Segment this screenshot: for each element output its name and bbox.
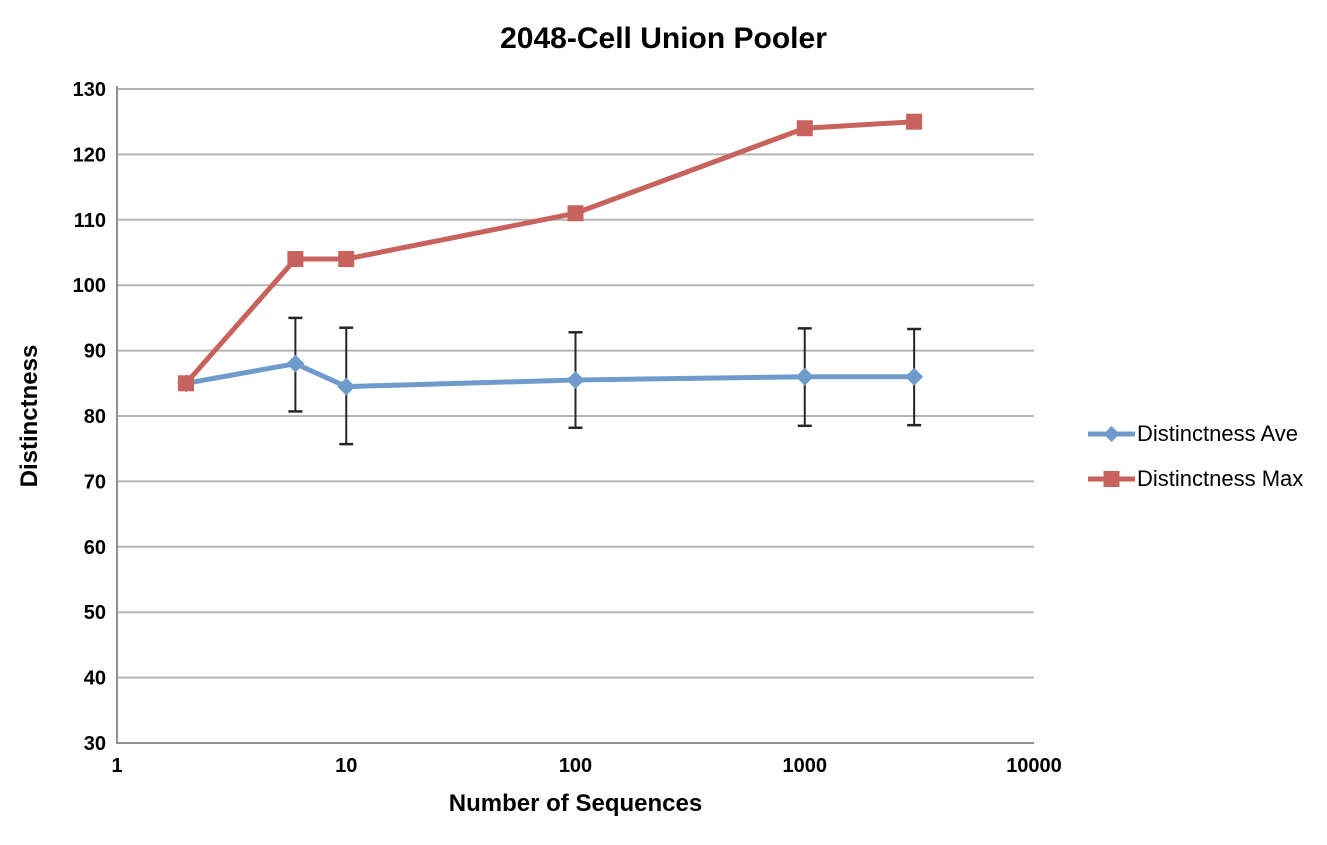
x-tick-label: 10 — [335, 755, 357, 777]
chart-title: 2048-Cell Union Pooler — [500, 22, 827, 55]
legend-swatch-max-line-square-icon — [1088, 471, 1135, 487]
data-point-square — [287, 251, 304, 268]
legend-item-max: Distinctness Max — [1088, 465, 1303, 493]
x-tick-label: 1000 — [783, 755, 828, 777]
y-tick-label: 110 — [74, 210, 106, 232]
data-point-diamond — [905, 367, 924, 386]
x-tick-label: 10000 — [1006, 755, 1062, 777]
y-tick-label: 80 — [84, 406, 106, 428]
legend-label-max: Distinctness Max — [1137, 466, 1304, 491]
y-tick-label: 40 — [84, 668, 106, 690]
legend-swatch-ave-line-diamond-icon — [1088, 426, 1135, 442]
data-point-square — [178, 375, 195, 392]
data-point-diamond — [566, 371, 585, 390]
y-tick-label: 70 — [84, 471, 106, 493]
data-point-square — [796, 120, 813, 137]
data-point-square — [906, 113, 923, 130]
data-point-square — [338, 251, 355, 268]
legend: Distinctness Ave Distinctness Max — [1088, 420, 1303, 493]
data-point-diamond — [795, 367, 814, 386]
x-tick-label: 1 — [111, 755, 122, 777]
series-line-0 — [185, 361, 915, 390]
x-axis-title: Number of Sequences — [448, 790, 703, 817]
y-tick-label: 30 — [84, 733, 106, 755]
series-line-1 — [184, 119, 915, 385]
x-tick-label: 100 — [559, 755, 592, 777]
y-tick-label: 60 — [84, 537, 106, 559]
legend-label-ave: Distinctness Ave — [1137, 421, 1299, 446]
data-point-diamond — [286, 354, 305, 373]
legend-item-ave: Distinctness Ave — [1088, 420, 1303, 448]
y-tick-label: 120 — [73, 144, 106, 166]
data-point-square — [567, 205, 584, 222]
y-axis-title: Distinctness — [16, 344, 43, 488]
y-tick-label: 100 — [73, 275, 106, 297]
data-point-diamond — [337, 377, 356, 396]
y-tick-label: 130 — [73, 79, 106, 101]
y-tick-label: 50 — [84, 602, 106, 624]
y-tick-label: 90 — [84, 341, 106, 363]
